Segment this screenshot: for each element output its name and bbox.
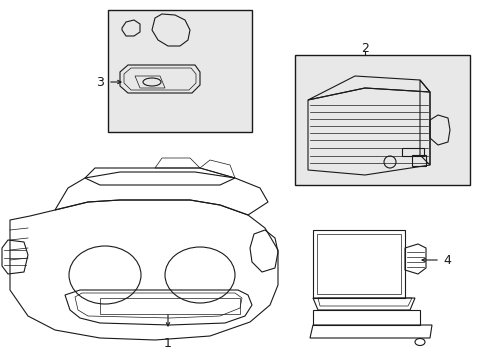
Bar bbox=[294, 55, 469, 185]
Bar bbox=[411, 155, 425, 166]
Bar bbox=[401, 148, 423, 156]
Text: 4: 4 bbox=[442, 253, 450, 266]
Text: 1: 1 bbox=[164, 337, 172, 350]
Bar bbox=[312, 230, 404, 298]
Text: 3: 3 bbox=[96, 76, 104, 89]
Bar bbox=[108, 10, 251, 132]
Text: 2: 2 bbox=[360, 41, 368, 54]
Bar bbox=[316, 234, 400, 294]
